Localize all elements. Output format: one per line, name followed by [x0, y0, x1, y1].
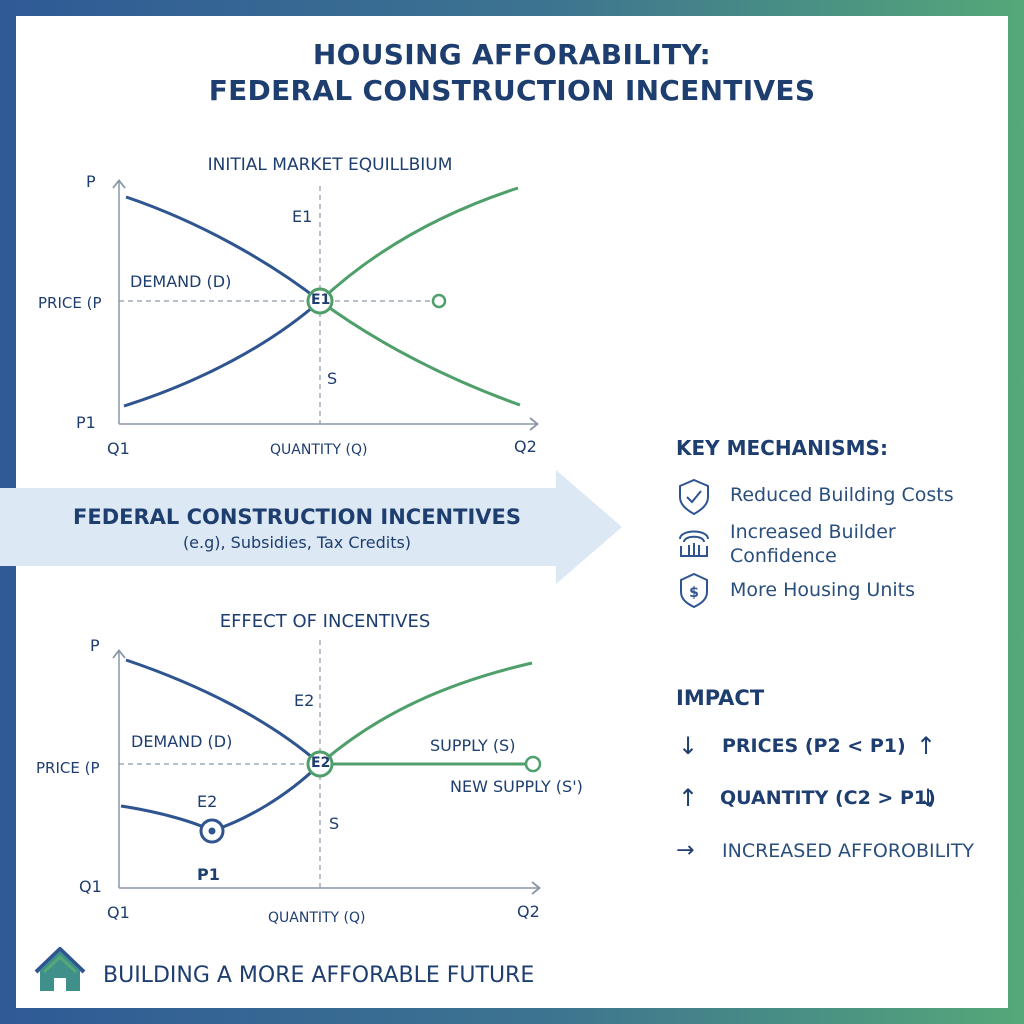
incentive-arrow-subtitle: (e.g), Subsidies, Tax Credits) — [182, 533, 412, 552]
bottom-e2-low-label: E2 — [197, 792, 218, 811]
bottom-e2-low-marker-dot — [208, 827, 216, 835]
bottom-q1-y-label: Q1 — [79, 877, 102, 896]
bottom-supply-curve — [319, 661, 533, 766]
top-equilibrium-marker — [306, 287, 334, 315]
bottom-chart — [112, 640, 542, 895]
bottom-p1-label: P1 — [197, 865, 220, 884]
impact-affordability-text: INCREASED AFFOROBILITY — [722, 840, 975, 862]
page-title-line-1: HOUSING AFFORABILITY: — [312, 38, 712, 71]
mechanism-item-housing-units: More Housing Units — [730, 579, 915, 601]
impact-prices-text: PRICES (P2 < P1) — [722, 735, 906, 757]
house-icon — [34, 947, 86, 991]
bottom-equilibrium-marker — [306, 750, 334, 778]
bottom-chart-title: EFFECT OF INCENTIVES — [219, 611, 431, 632]
bottom-q1-label: Q1 — [107, 903, 130, 922]
incentive-arrow-band — [0, 470, 622, 584]
top-s-label: S — [327, 369, 338, 388]
top-chart — [112, 179, 539, 431]
top-q2-label: Q2 — [514, 437, 537, 456]
bottom-new-supply-end-marker — [524, 755, 542, 773]
bottom-new-supply-label: NEW SUPPLY (S') — [450, 777, 583, 796]
top-chart-title: INITIAL MARKET EQUILLBIUM — [207, 155, 453, 175]
quantity-down-arrow-icon: ↓ — [918, 784, 939, 812]
top-e1-point-label: E1 — [311, 292, 331, 308]
shield-check-icon — [679, 478, 709, 516]
key-mechanisms-heading: KEY MECHANISMS: — [676, 436, 888, 460]
affordability-right-arrow-icon: → — [676, 838, 695, 863]
top-price-line-end-marker — [431, 293, 447, 309]
dollar-shield-icon — [680, 572, 708, 609]
quantity-up-arrow-icon: ↑ — [678, 784, 699, 812]
bottom-price-label: PRICE (P — [36, 759, 100, 777]
top-e1-label: E1 — [292, 207, 313, 226]
bottom-x-axis-label: QUANTITY (Q) — [268, 910, 366, 926]
top-price-label: PRICE (P — [38, 294, 102, 312]
dollar-sign-glyph: $ — [689, 585, 699, 601]
top-p-axis-label: P — [86, 172, 96, 191]
bottom-shifted-curve — [120, 762, 322, 833]
top-supply-curve-lower — [319, 299, 521, 407]
footer-tagline: BUILDING A MORE AFFORABLE FUTURE — [103, 963, 535, 988]
top-supply-curve-upper — [318, 186, 519, 303]
bottom-demand-label: DEMAND (D) — [131, 732, 233, 751]
top-x-axis-label: QUANTITY (Q) — [270, 442, 368, 458]
impact-quantity-text: QUANTITY (C2 > P1) — [720, 787, 936, 809]
handshake-icon — [679, 530, 709, 557]
bottom-demand-curve — [125, 658, 321, 766]
bottom-e2-label: E2 — [294, 691, 315, 710]
top-demand-curve-lower — [123, 299, 321, 408]
bottom-e2-point-label: E2 — [311, 755, 331, 771]
mechanism-item-reduced-costs: Reduced Building Costs — [730, 484, 954, 506]
top-demand-curve-upper — [125, 195, 321, 303]
bottom-q2-label: Q2 — [517, 902, 540, 921]
bottom-s-label: S — [329, 814, 340, 833]
page-title-line-2: FEDERAL CONSTRUCTION INCENTIVES — [208, 74, 816, 107]
top-demand-label: DEMAND (D) — [130, 272, 232, 291]
prices-up-arrow-icon: ↑ — [916, 732, 937, 760]
bottom-p-axis-label: P — [90, 636, 100, 655]
mechanism-item-builder-confidence: Increased Builder Confidence — [730, 521, 896, 567]
top-p1-label: P1 — [76, 413, 96, 432]
impact-heading: IMPACT — [676, 686, 765, 710]
incentive-arrow-title: FEDERAL CONSTRUCTION INCENTIVES — [73, 505, 521, 529]
bottom-supply-label: SUPPLY (S) — [430, 736, 516, 755]
prices-down-arrow-icon: ↓ — [678, 732, 699, 760]
top-q1-label: Q1 — [107, 439, 130, 458]
